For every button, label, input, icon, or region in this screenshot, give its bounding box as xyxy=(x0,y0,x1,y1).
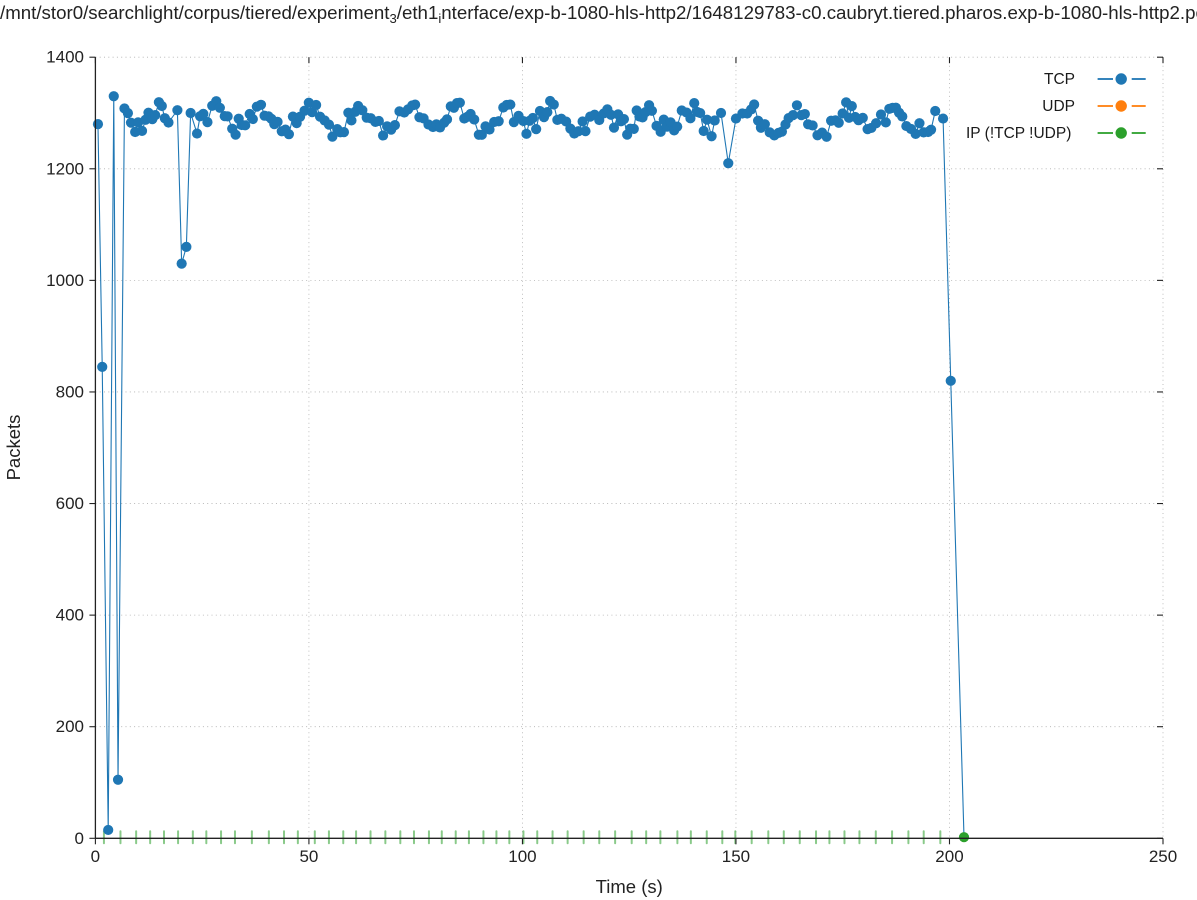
svg-text:1000: 1000 xyxy=(46,271,84,290)
svg-text:0: 0 xyxy=(91,847,100,866)
svg-text:100: 100 xyxy=(508,847,536,866)
svg-text:IP (!TCP !UDP): IP (!TCP !UDP) xyxy=(966,125,1071,142)
svg-text:200: 200 xyxy=(935,847,963,866)
svg-text:400: 400 xyxy=(56,606,84,625)
svg-text:TCP: TCP xyxy=(1044,71,1075,88)
svg-text:150: 150 xyxy=(722,847,750,866)
svg-text:600: 600 xyxy=(56,494,84,513)
svg-text:250: 250 xyxy=(1149,847,1177,866)
svg-text:0: 0 xyxy=(75,829,84,848)
svg-text:UDP: UDP xyxy=(1042,98,1075,115)
svg-text:50: 50 xyxy=(299,847,318,866)
svg-text:Time (s): Time (s) xyxy=(596,876,663,897)
svg-text:Packets: Packets xyxy=(3,415,24,481)
svg-text:800: 800 xyxy=(56,383,84,402)
svg-text:1200: 1200 xyxy=(46,159,84,178)
svg-text:1400: 1400 xyxy=(46,48,84,67)
svg-text:200: 200 xyxy=(56,717,84,736)
